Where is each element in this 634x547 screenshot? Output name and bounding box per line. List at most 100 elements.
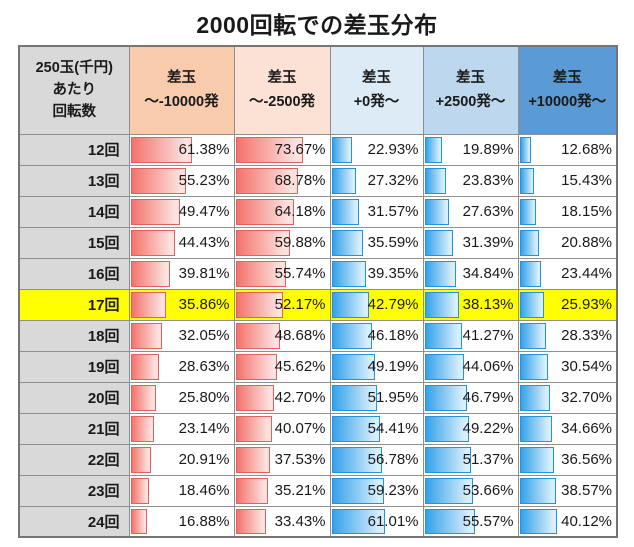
value-label: 32.70%: [561, 389, 612, 406]
row-label: 19回: [18, 350, 130, 383]
blue-data-bar: [424, 229, 453, 256]
blue-data-bar: [331, 291, 370, 318]
chart-title: 2000回転での差玉分布: [196, 12, 438, 38]
value-label: 49.47%: [178, 203, 230, 220]
col-header-2: 差玉 〜-2500発: [233, 45, 331, 135]
value-cell: 20.91%: [128, 443, 235, 476]
blue-data-bar: [331, 229, 363, 256]
table-row: 12回 61.38% 73.67% 22.93% 19.89% 12.68%: [18, 133, 618, 166]
value-label: 25.80%: [178, 389, 230, 406]
red-data-bar: [130, 415, 154, 442]
blue-data-bar: [424, 384, 467, 411]
value-cell: 53.66%: [422, 474, 519, 507]
col-header-line1: 差玉: [167, 69, 196, 86]
value-label: 34.84%: [462, 265, 514, 282]
value-cell: 54.41%: [329, 412, 424, 445]
blue-data-bar: [519, 291, 544, 318]
red-data-bar: [235, 415, 273, 442]
red-data-bar: [130, 384, 157, 411]
value-label: 64.18%: [274, 203, 326, 220]
col-header-line1: 差玉: [362, 69, 391, 86]
row-label: 17回: [18, 288, 130, 321]
table-header-row: 250玉(千円) あたり 回転数 差玉 〜-10000発 差玉 〜-2500発 差玉 +0…: [18, 45, 618, 135]
value-cell: 23.83%: [422, 164, 519, 197]
value-label: 59.88%: [274, 234, 326, 251]
value-cell: 52.17%: [233, 288, 331, 321]
red-data-bar: [130, 322, 163, 349]
row-label: 22回: [18, 443, 130, 476]
col-header-1: 差玉〜-10000発: [128, 45, 235, 135]
value-label: 28.33%: [561, 327, 612, 344]
value-cell: 31.39%: [422, 226, 519, 259]
value-label: 46.79%: [462, 389, 514, 406]
blue-data-bar: [424, 477, 473, 504]
value-cell: 49.47%: [128, 195, 235, 228]
row-label: 14回: [18, 195, 130, 228]
red-data-bar: [235, 477, 268, 504]
value-cell: 64.18%: [233, 195, 331, 228]
value-cell: 23.44%: [517, 257, 618, 290]
col-header-line2: +2500発〜: [435, 94, 506, 111]
value-cell: 44.43%: [128, 226, 235, 259]
blue-data-bar: [519, 353, 549, 380]
value-label: 35.59%: [367, 234, 419, 251]
blue-data-bar: [424, 260, 456, 287]
col-header-4: 差玉 +2500発〜: [422, 45, 519, 135]
blue-data-bar: [519, 477, 556, 504]
red-data-bar: [130, 229, 175, 256]
value-label: 15.43%: [561, 172, 612, 189]
blue-data-bar: [331, 415, 380, 442]
red-data-bar: [235, 136, 303, 163]
col-header-line1: 差玉: [456, 69, 485, 86]
value-cell: 68.78%: [233, 164, 331, 197]
value-cell: 48.68%: [233, 319, 331, 352]
corner-header-cell: 250玉(千円) あたり 回転数: [18, 45, 130, 135]
red-data-bar: [235, 508, 266, 534]
value-label: 18.46%: [178, 482, 230, 499]
value-cell: 35.86%: [128, 288, 235, 321]
value-cell: 38.57%: [517, 474, 618, 507]
red-data-bar: [130, 353, 160, 380]
blue-data-bar: [519, 260, 542, 287]
col-header-line2: 〜-10000発: [144, 94, 219, 111]
value-cell: 34.84%: [422, 257, 519, 290]
blue-data-bar: [424, 353, 465, 380]
value-cell: 18.15%: [517, 195, 618, 228]
value-cell: 41.27%: [422, 319, 519, 352]
row-label: 21回: [18, 412, 130, 445]
value-cell: 30.54%: [517, 350, 618, 383]
table-row: 16回 39.81% 55.74% 39.35% 34.84% 23.44%: [18, 257, 618, 290]
value-cell: 59.88%: [233, 226, 331, 259]
value-cell: 20.88%: [517, 226, 618, 259]
blue-data-bar: [519, 508, 558, 534]
value-cell: 73.67%: [233, 133, 331, 166]
value-label: 16.88%: [178, 512, 230, 530]
value-label: 61.38%: [178, 141, 230, 158]
value-label: 27.32%: [367, 172, 419, 189]
value-cell: 37.53%: [233, 443, 331, 476]
blue-data-bar: [519, 136, 532, 163]
value-label: 28.63%: [178, 358, 230, 375]
value-cell: 32.70%: [517, 381, 618, 414]
table-row: 15回 44.43% 59.88% 35.59% 31.39% 20.88%: [18, 226, 618, 259]
value-label: 51.37%: [462, 451, 514, 468]
value-label: 23.14%: [178, 420, 230, 437]
blue-data-bar: [519, 322, 547, 349]
row-label: 12回: [18, 133, 130, 166]
table-row: 21回 23.14% 40.07% 54.41% 49.22% 34.66%: [18, 412, 618, 445]
value-cell: 34.66%: [517, 412, 618, 445]
value-label: 32.05%: [178, 327, 230, 344]
red-data-bar: [130, 446, 152, 473]
value-cell: 46.18%: [329, 319, 424, 352]
value-cell: 33.43%: [233, 505, 331, 538]
red-data-bar: [235, 229, 291, 256]
value-cell: 55.57%: [422, 505, 519, 538]
value-label: 39.35%: [367, 265, 419, 282]
value-label: 23.44%: [561, 265, 612, 282]
value-label: 49.19%: [367, 358, 419, 375]
value-cell: 31.57%: [329, 195, 424, 228]
value-cell: 19.89%: [422, 133, 519, 166]
red-data-bar: [235, 353, 278, 380]
value-label: 42.79%: [367, 296, 419, 313]
